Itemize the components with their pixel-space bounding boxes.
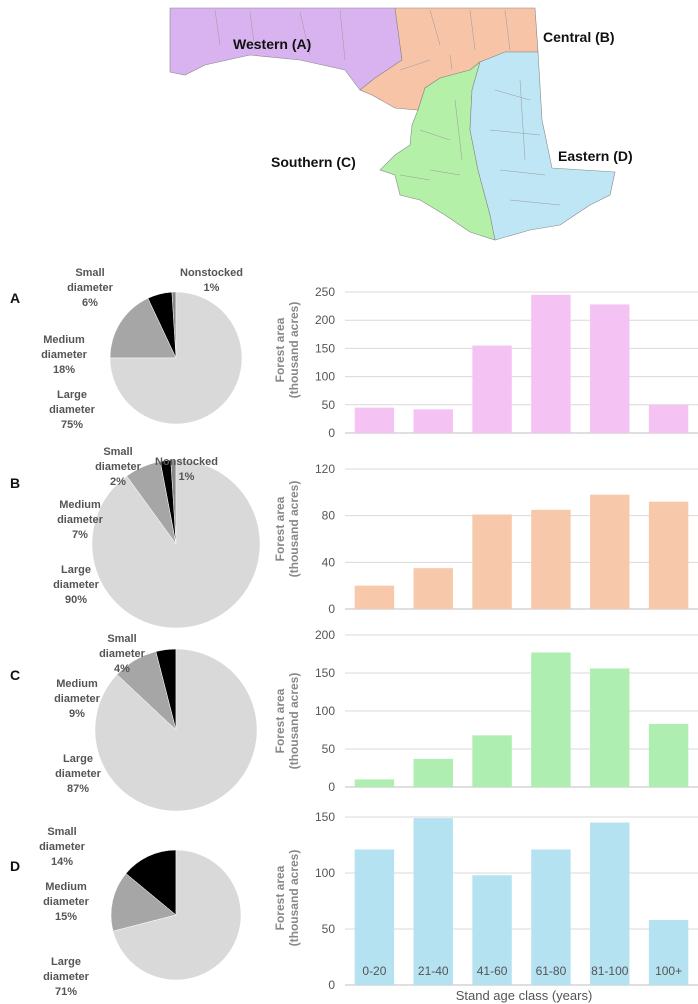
y-tick-label-d: 0: [328, 978, 335, 992]
x-tick-label: 41-60: [477, 964, 508, 978]
y-tick-label-c: 150: [315, 666, 335, 680]
pie-b-label-small: Small diameter 2%: [95, 446, 141, 488]
pie-a-slice-large-diameter: [109, 291, 243, 425]
bar-c-21-40: [413, 758, 453, 787]
bar-d-21-40: [413, 818, 453, 985]
bar-c-61-80: [531, 652, 571, 787]
bar-c-41-60: [472, 735, 512, 787]
bar-c-0-20: [354, 779, 395, 787]
y-tick-label-d: 150: [315, 810, 335, 824]
bar-d-100+: [648, 920, 689, 985]
y-tick-label-b: 0: [328, 602, 335, 616]
pie-c-label-medium: Medium diameter 9%: [54, 678, 100, 720]
bar-a-21-40: [413, 409, 453, 433]
y-tick-label-b: 40: [322, 555, 336, 569]
panel-label-c: C: [10, 667, 21, 683]
y-tick-label-c: 100: [315, 704, 335, 718]
region-label-western: Western (A): [233, 36, 311, 52]
y-tick-label-d: 100: [315, 866, 335, 880]
bar-b-100+: [648, 501, 689, 609]
pie-b-label-nonstocked: Nonstocked 1%: [155, 456, 218, 483]
pie-a-slice-medium-diameter: [109, 297, 177, 359]
pie-d-label-small: Small diameter 14%: [39, 826, 85, 868]
pie-c-label-large: Large diameter 87%: [55, 753, 101, 795]
bar-b-0-20: [354, 585, 395, 609]
y-tick-label-b: 120: [315, 462, 335, 476]
pie-d-slice-medium-diameter: [110, 873, 177, 932]
bar-a-41-60: [472, 345, 512, 433]
y-tick-label-b: 80: [322, 509, 336, 523]
pie-a-label-large: Large diameter 75%: [49, 389, 95, 431]
pie-d-slice-small-diameter: [125, 849, 177, 916]
bar-b-41-60: [472, 514, 512, 609]
y-tick-label-c: 200: [315, 628, 335, 642]
bar-a-61-80: [531, 294, 571, 433]
bar-c-81-100: [590, 668, 630, 787]
pie-c-slice-large-diameter: [94, 648, 258, 812]
bar-d-0-20: [354, 849, 395, 985]
maryland-region-map: Western (A) Central (B) Southern (C) Eas…: [169, 7, 633, 241]
y-tick-label-a: 250: [315, 285, 335, 299]
y-tick-label-c: 50: [322, 742, 336, 756]
region-label-central: Central (B): [543, 29, 615, 45]
bar-d-81-100: [590, 822, 630, 985]
panel-label-b: B: [10, 475, 21, 491]
x-tick-label: 81-100: [591, 964, 629, 978]
bar-b-61-80: [531, 509, 571, 609]
y-tick-label-d: 50: [322, 922, 336, 936]
pie-d-label-large: Large diameter 71%: [43, 956, 89, 998]
pie-a-label-small: Small diameter 6%: [67, 267, 113, 309]
pie-a-label-medium: Medium diameter 18%: [41, 334, 87, 376]
x-tick-label: 61-80: [536, 964, 567, 978]
pie-b-slice-large-diameter: [91, 459, 261, 629]
region-eastern-shape: [469, 51, 616, 241]
y-tick-label-a: 100: [315, 370, 335, 384]
bar-b-81-100: [590, 494, 630, 609]
bar-a-0-20: [354, 407, 395, 433]
bar-a-100+: [648, 404, 689, 433]
x-tick-label: 100+: [655, 964, 682, 978]
bar-c-100+: [648, 723, 689, 787]
pie-d-label-medium: Medium diameter 15%: [43, 881, 89, 923]
region-label-southern: Southern (C): [271, 154, 356, 170]
bar-d-41-60: [472, 875, 512, 985]
panel-label-a: A: [10, 290, 21, 306]
pie-d-slice-large-diameter: [112, 849, 242, 981]
y-tick-label-a: 150: [315, 341, 335, 355]
bar-b-21-40: [413, 568, 453, 609]
y-tick-label-c: 0: [328, 780, 335, 794]
region-label-eastern: Eastern (D): [558, 148, 633, 164]
pie-a-label-nonstocked: Nonstocked 1%: [180, 267, 243, 294]
pie-b-label-medium: Medium diameter 7%: [57, 499, 103, 541]
y-tick-label-a: 50: [322, 398, 336, 412]
pie-c-label-small: Small diameter 4%: [99, 633, 145, 675]
x-tick-label: 0-20: [362, 964, 386, 978]
y-tick-label-a: 0: [328, 426, 335, 440]
x-tick-label: 21-40: [418, 964, 449, 978]
pie-b-label-large: Large diameter 90%: [53, 564, 99, 606]
y-tick-label-a: 200: [315, 313, 335, 327]
bar-a-81-100: [590, 304, 630, 433]
bar-d-61-80: [531, 849, 571, 985]
x-axis-title: Stand age class (years): [455, 988, 593, 1003]
panel-label-d: D: [10, 858, 21, 874]
